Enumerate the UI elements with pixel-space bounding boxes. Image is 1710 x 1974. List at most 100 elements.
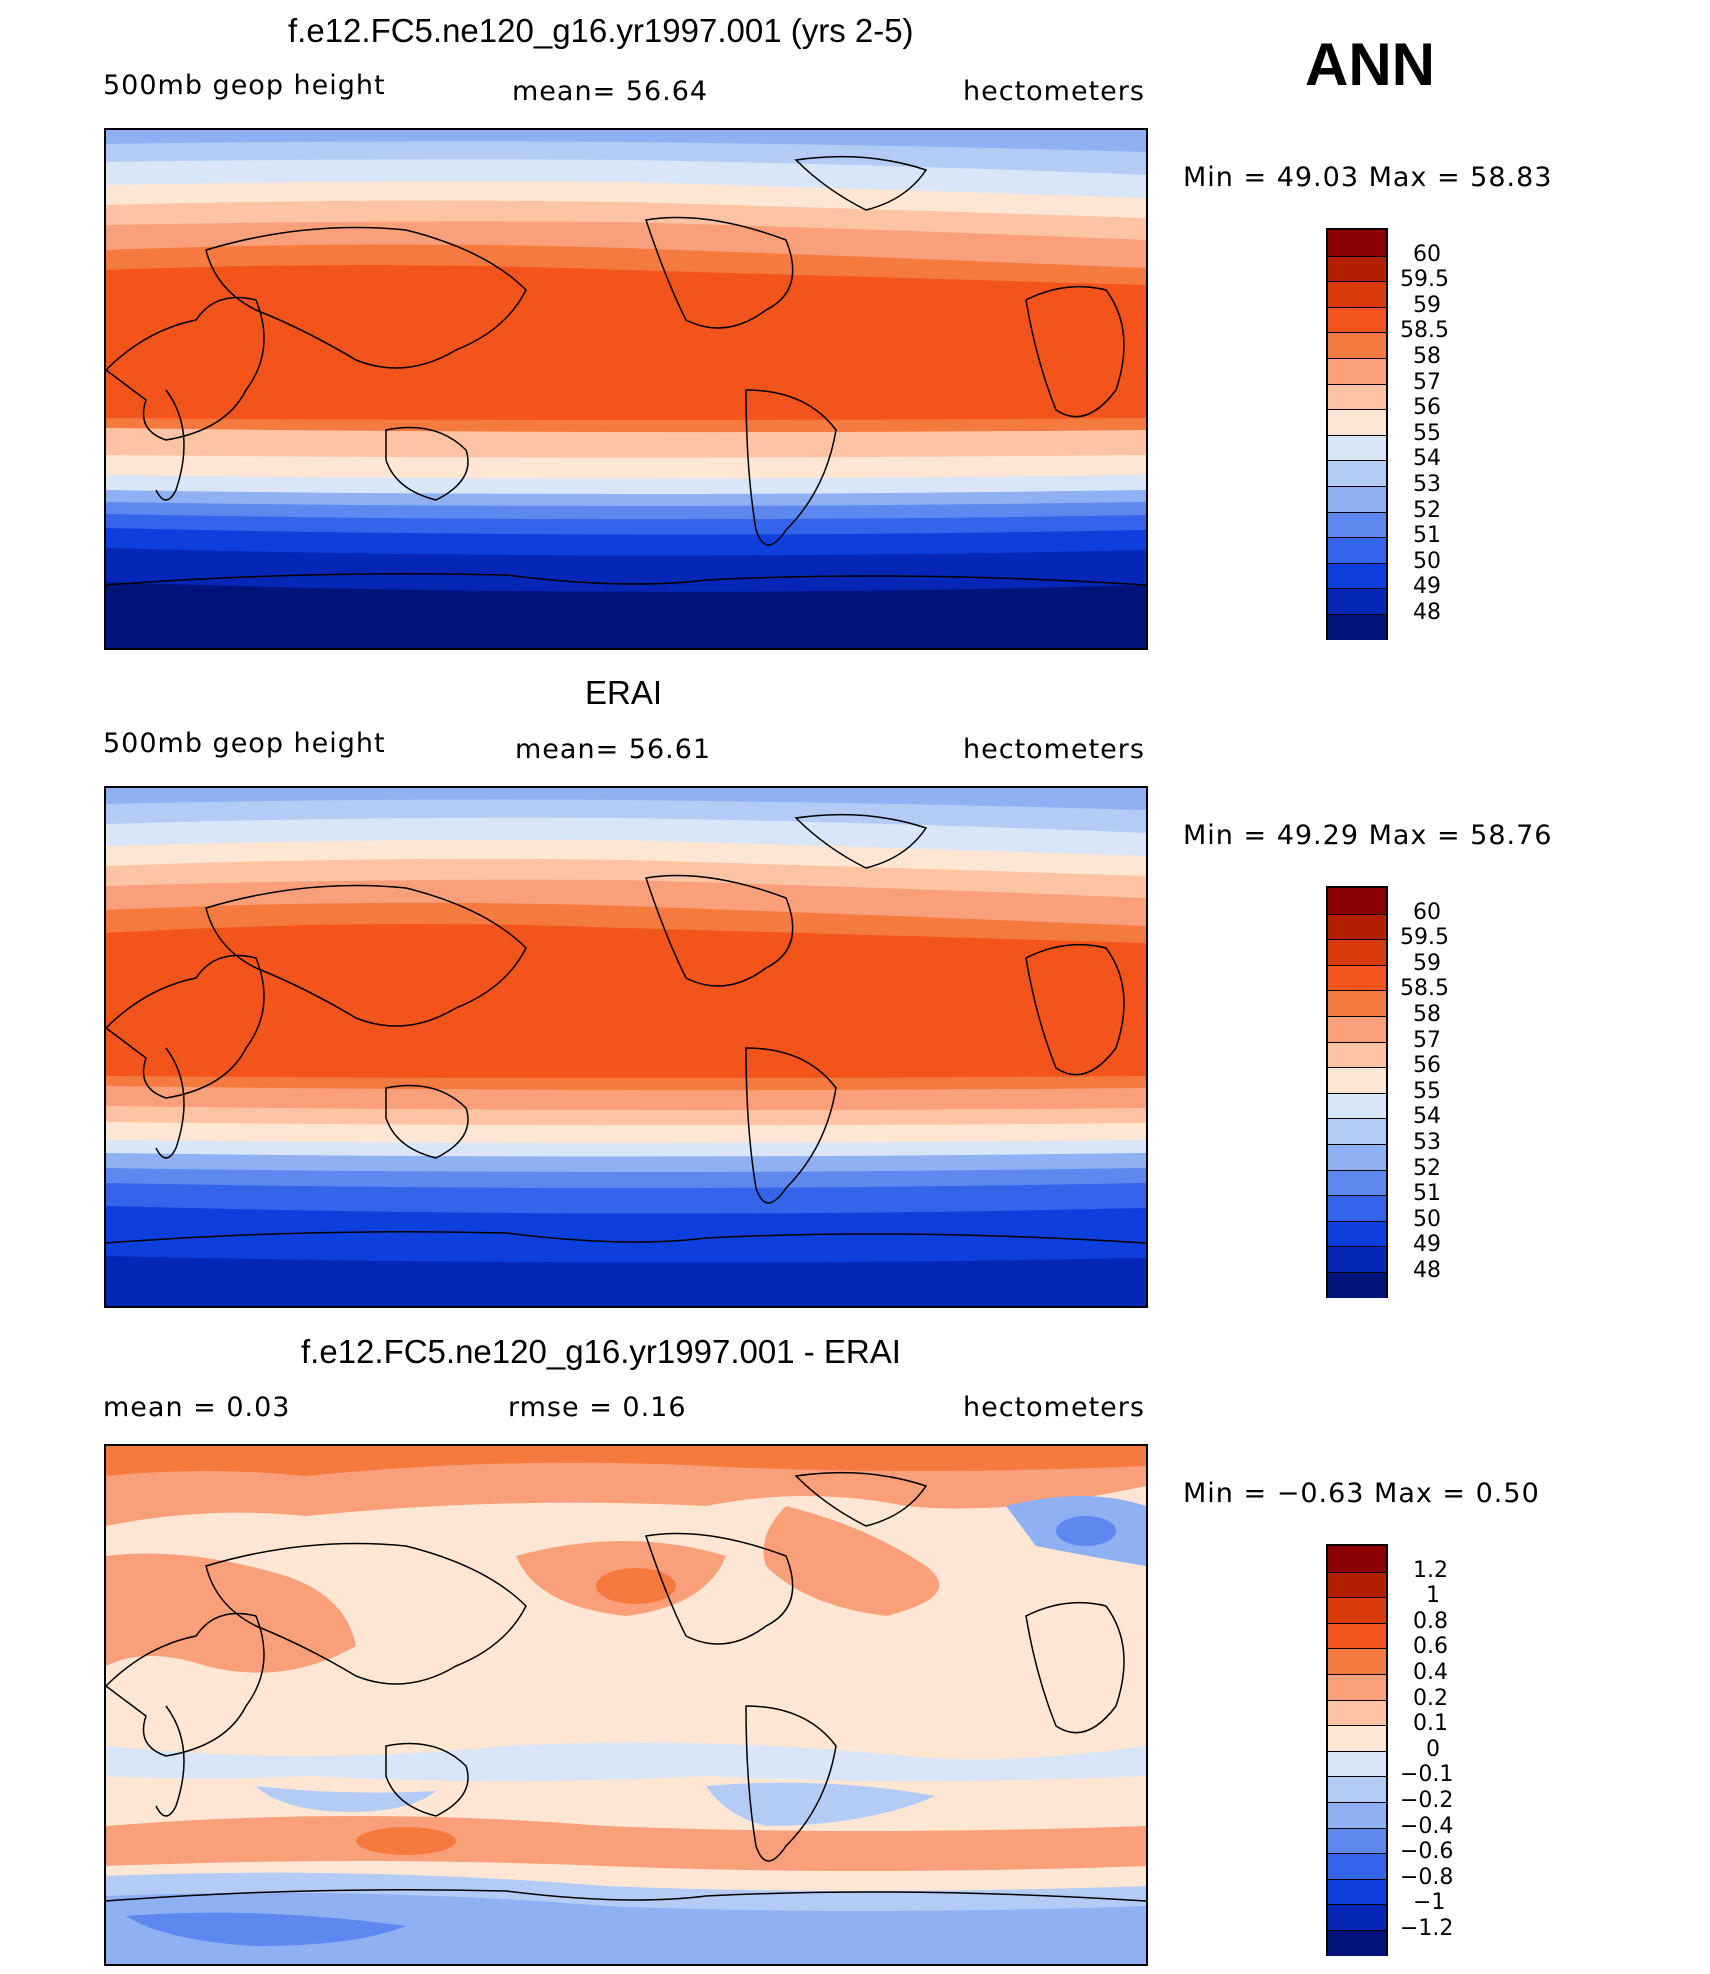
colorbar-box bbox=[1328, 1067, 1386, 1093]
colorbar-tick-label: 1.2 bbox=[1413, 1558, 1448, 1583]
colorbar-tick-label: 50 bbox=[1413, 1207, 1441, 1232]
colorbar-box bbox=[1328, 1853, 1386, 1879]
colorbar-box bbox=[1328, 537, 1386, 563]
band bbox=[106, 1892, 1146, 1964]
colorbar-tick-label: 51 bbox=[1413, 1181, 1441, 1206]
panel-2-colorbar bbox=[1326, 886, 1388, 1298]
colorbar-box bbox=[1328, 485, 1386, 512]
band bbox=[1056, 1516, 1116, 1546]
colorbar-tick-label: 0.8 bbox=[1413, 1609, 1448, 1634]
colorbar-box bbox=[1328, 1904, 1386, 1930]
panel-1-title: f.e12.FC5.ne120_g16.yr1997.001 (yrs 2-5) bbox=[288, 12, 914, 49]
panel-3-min-max: Min = −0.63 Max = 0.50 bbox=[1183, 1478, 1540, 1509]
colorbar-tick-label: 56 bbox=[1413, 395, 1441, 420]
colorbar-box bbox=[1328, 913, 1386, 940]
colorbar-tick-label: 48 bbox=[1413, 600, 1441, 625]
colorbar-box bbox=[1328, 1750, 1386, 1777]
panel-1-units-label: hectometers bbox=[963, 76, 1145, 107]
band bbox=[126, 1912, 406, 1946]
colorbar-tick-label: −1.2 bbox=[1400, 1916, 1454, 1941]
colorbar-box bbox=[1328, 332, 1386, 358]
colorbar-tick-label: 57 bbox=[1413, 370, 1441, 395]
colorbar-tick-label: 1 bbox=[1426, 1583, 1440, 1608]
colorbar-box bbox=[1328, 1195, 1386, 1221]
panel-1-variable-label: 500mb geop height bbox=[103, 70, 386, 101]
band bbox=[356, 1827, 456, 1855]
colorbar-tick-label: 59.5 bbox=[1400, 267, 1449, 292]
colorbar-box bbox=[1328, 357, 1386, 384]
colorbar-tick-label: 56 bbox=[1413, 1053, 1441, 1078]
panel-1-colorbar bbox=[1326, 228, 1388, 640]
colorbar-tick-label: −0.8 bbox=[1400, 1865, 1454, 1890]
band bbox=[106, 130, 1146, 152]
colorbar-box bbox=[1328, 1246, 1386, 1272]
colorbar-tick-label: 59 bbox=[1413, 951, 1441, 976]
colorbar-box bbox=[1328, 1546, 1386, 1572]
colorbar-box bbox=[1328, 1143, 1386, 1170]
colorbar-tick-label: −1 bbox=[1413, 1890, 1446, 1915]
colorbar-box bbox=[1328, 460, 1386, 486]
coastlines bbox=[106, 155, 1146, 586]
colorbar-tick-label: 59 bbox=[1413, 293, 1441, 318]
panel-1-min-max: Min = 49.03 Max = 58.83 bbox=[1183, 162, 1553, 193]
panel-2-min-max: Min = 49.29 Max = 58.76 bbox=[1183, 820, 1553, 851]
panel-2-map bbox=[104, 786, 1148, 1308]
colorbar-tick-label: 52 bbox=[1413, 1156, 1441, 1181]
colorbar-box bbox=[1328, 255, 1386, 282]
colorbar-box bbox=[1328, 1092, 1386, 1119]
colorbar-tick-label: 49 bbox=[1413, 574, 1441, 599]
panel-3-rmse-label: rmse = 0.16 bbox=[508, 1392, 687, 1423]
colorbar-box bbox=[1328, 1776, 1386, 1802]
colorbar-box bbox=[1328, 383, 1386, 410]
panel-2-title: ERAI bbox=[585, 674, 663, 711]
colorbar-box bbox=[1328, 588, 1386, 614]
colorbar-box bbox=[1328, 1571, 1386, 1598]
colorbar-box bbox=[1328, 281, 1386, 307]
colorbar-box bbox=[1328, 1622, 1386, 1649]
panel-3-mean-label: mean = 0.03 bbox=[103, 1392, 291, 1423]
colorbar-box bbox=[1328, 1673, 1386, 1700]
colorbar-box bbox=[1328, 1041, 1386, 1068]
panel-3-map-svg bbox=[106, 1446, 1146, 1964]
colorbar-box bbox=[1328, 1597, 1386, 1623]
colorbar-tick-label: 58.5 bbox=[1400, 976, 1449, 1001]
band bbox=[106, 1446, 1146, 1476]
colorbar-tick-label: −0.4 bbox=[1400, 1814, 1454, 1839]
colorbar-box bbox=[1328, 1725, 1386, 1751]
colorbar-tick-label: 57 bbox=[1413, 1028, 1441, 1053]
colorbar-tick-label: 59.5 bbox=[1400, 925, 1449, 950]
colorbar-tick-label: 54 bbox=[1413, 446, 1441, 471]
colorbar-box bbox=[1328, 511, 1386, 538]
colorbar-tick-label: 52 bbox=[1413, 498, 1441, 523]
colorbar-box bbox=[1328, 1699, 1386, 1726]
panel-1-map-svg bbox=[106, 130, 1146, 648]
band bbox=[106, 1816, 1146, 1871]
colorbar-tick-label: 60 bbox=[1413, 242, 1441, 267]
colorbar-box bbox=[1328, 990, 1386, 1016]
colorbar-tick-label: 58 bbox=[1413, 1002, 1441, 1027]
colorbar-tick-label: 49 bbox=[1413, 1232, 1441, 1257]
colorbar-box bbox=[1328, 1801, 1386, 1828]
colorbar-box bbox=[1328, 1220, 1386, 1247]
colorbar-tick-label: 50 bbox=[1413, 549, 1441, 574]
colorbar-box bbox=[1328, 613, 1386, 640]
band bbox=[106, 788, 1146, 810]
colorbar-box bbox=[1328, 434, 1386, 461]
colorbar-box bbox=[1328, 888, 1386, 914]
colorbar-tick-label: 0.6 bbox=[1413, 1634, 1448, 1659]
band bbox=[256, 1786, 436, 1812]
panel-2-variable-label: 500mb geop height bbox=[103, 728, 386, 759]
colorbar-tick-label: 51 bbox=[1413, 523, 1441, 548]
colorbar-box bbox=[1328, 1648, 1386, 1674]
colorbar-box bbox=[1328, 1827, 1386, 1854]
season-label: ANN bbox=[1305, 31, 1435, 98]
band bbox=[106, 1742, 1146, 1781]
panel-2-mean-label: mean= 56.61 bbox=[515, 734, 712, 765]
panel-3-title: f.e12.FC5.ne120_g16.yr1997.001 - ERAI bbox=[301, 1333, 901, 1370]
band bbox=[596, 1568, 676, 1604]
panel-3-colorbar bbox=[1326, 1544, 1388, 1956]
colorbar-tick-label: 0.1 bbox=[1413, 1711, 1448, 1736]
coastlines bbox=[106, 1471, 1146, 1902]
colorbar-box bbox=[1328, 562, 1386, 589]
colorbar-tick-label: 55 bbox=[1413, 1079, 1441, 1104]
